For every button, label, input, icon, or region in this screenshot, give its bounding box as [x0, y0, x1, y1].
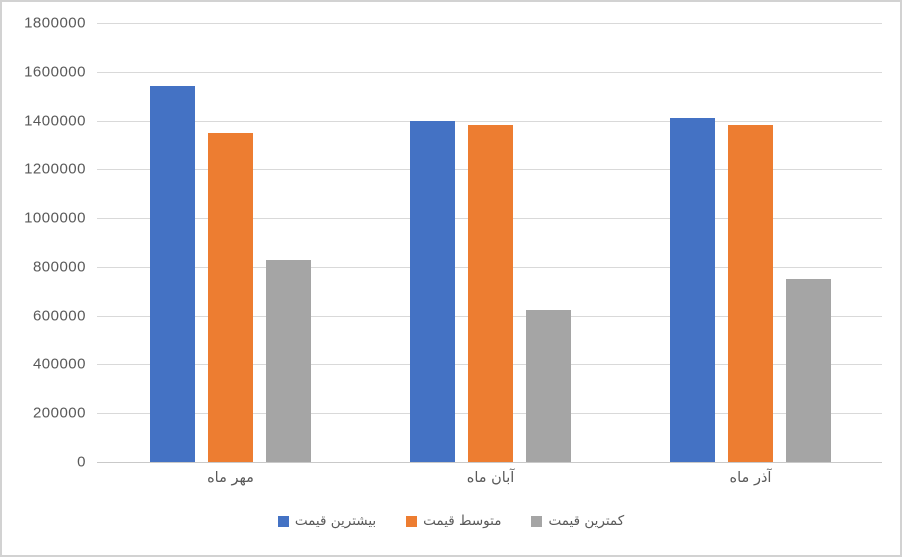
y-tick-label-1200000: 1200000: [24, 160, 86, 178]
y-tick-label-800000: 800000: [32, 258, 86, 276]
gridline-1800000: [97, 23, 882, 24]
legend-marker-icon: [277, 515, 289, 527]
y-tick-label-0: 0: [77, 453, 86, 471]
y-tick-label-600000: 600000: [32, 307, 86, 325]
gridline-1400000: [97, 120, 882, 122]
y-tick-label-1800000: 1800000: [24, 14, 86, 32]
y-tick-label-1600000: 1600000: [24, 63, 86, 81]
legend-item-series1: بیشترین قیمت: [277, 513, 377, 529]
gridline-1600000: [97, 71, 882, 73]
y-tick-label-1400000: 1400000: [24, 112, 86, 130]
bar-series1-cat2: [410, 120, 455, 462]
legend-marker-icon: [406, 515, 418, 527]
x-category-label-3: آذر ماه: [729, 470, 772, 486]
bar-series2-cat1: [208, 132, 253, 462]
y-tick-label-400000: 400000: [32, 355, 86, 373]
gridline-0: [97, 462, 882, 463]
y-tick-label-1000000: 1000000: [24, 209, 86, 227]
bar-series3-cat1: [266, 259, 311, 462]
legend: بیشترین قیمت متوسط قیمت کمترین قیمت: [2, 513, 900, 529]
x-category-label-1: مهر ماه: [207, 470, 254, 486]
legend-label: بیشترین قیمت: [294, 513, 377, 529]
legend-item-series2: متوسط قیمت: [406, 513, 501, 529]
bar-series2-cat2: [468, 125, 513, 462]
legend-label: متوسط قیمت: [423, 513, 502, 529]
y-tick-label-200000: 200000: [32, 404, 86, 422]
bar-series3-cat3: [786, 279, 831, 462]
legend-item-series3: کمترین قیمت: [531, 513, 624, 529]
bar-series1-cat3: [670, 118, 715, 462]
bar-series2-cat3: [728, 125, 773, 462]
x-category-label-2: آبان ماه: [466, 470, 515, 486]
bar-series3-cat2: [526, 309, 571, 462]
legend-marker-icon: [531, 515, 543, 527]
bar-series1-cat1: [150, 86, 195, 462]
legend-label: کمترین قیمت: [548, 513, 625, 529]
